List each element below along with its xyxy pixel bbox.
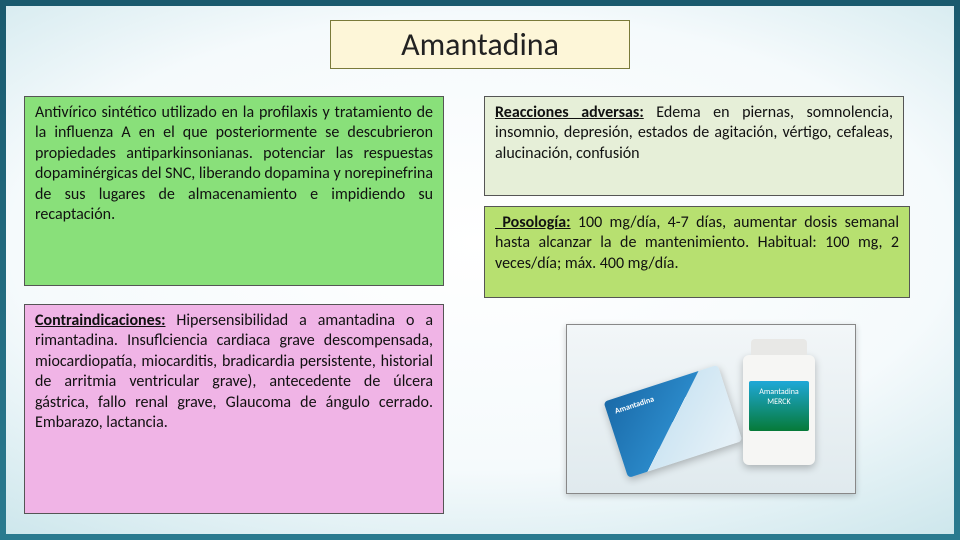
reactions-label: Reacciones adversas: [495,103,644,122]
reactions-card: Reacciones adversas: Edema en piernas, s… [484,96,904,196]
product-image: Amantadina MERCK [566,324,856,494]
bottle-label: Amantadina MERCK [749,381,809,431]
medicine-bottle-icon: Amantadina MERCK [743,355,815,465]
slide-title: Amantadina [330,20,630,69]
contraindications-card: Contraindicaciones: Hipersensibilidad a … [24,304,444,514]
description-text: Antivírico sintético utilizado en la pro… [35,103,433,224]
contraindications-label: Contraindicaciones: [35,311,165,330]
description-card: Antivírico sintético utilizado en la pro… [24,96,444,286]
posology-card: Posología: 100 mg/día, 4-7 días, aumenta… [484,206,910,298]
medicine-box-icon [604,365,743,478]
posology-label: Posología: [495,213,571,232]
